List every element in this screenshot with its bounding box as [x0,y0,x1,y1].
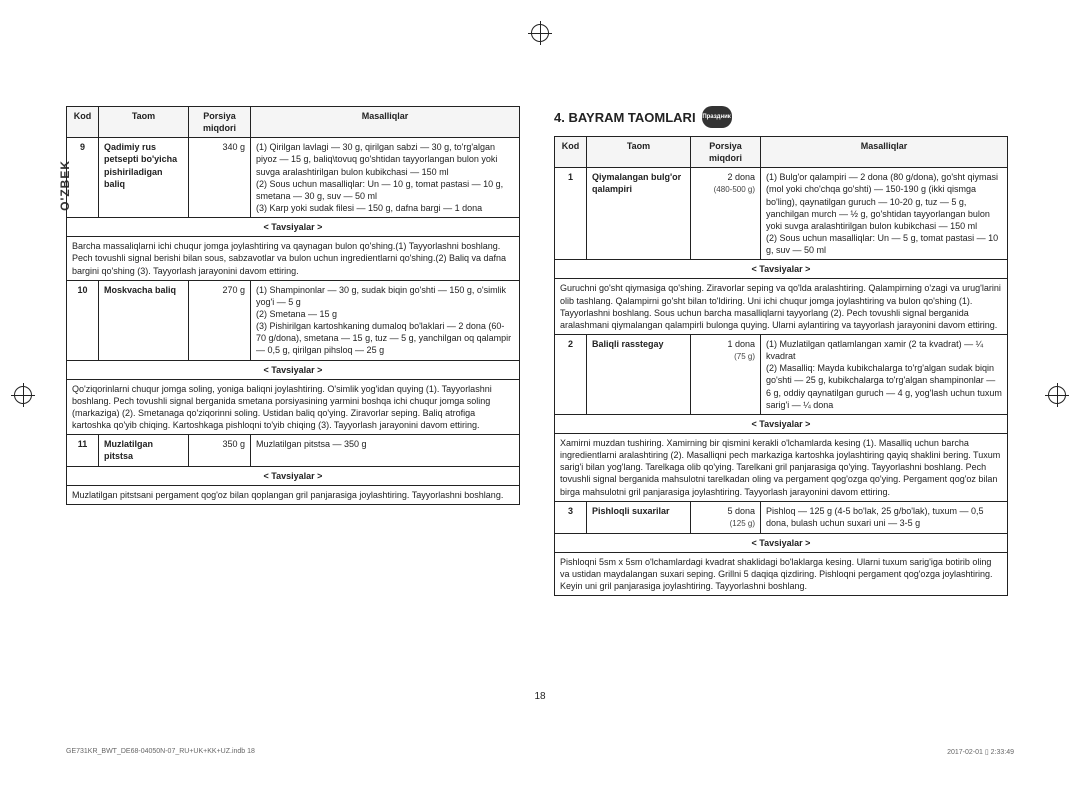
cell-porsiya: 340 g [189,138,251,218]
cell-masalliq: (1) Qirilgan lavlagi — 30 g, qirilgan sa… [251,138,520,218]
cell-taom: Muzlatilgan pitstsa [104,439,153,461]
registration-mark-top [531,24,549,42]
cell-masalliq: (1) Muzlatilgan qatlamlangan xamir (2 ta… [761,334,1008,414]
tavsiya-body: Qo'ziqorinlarni chuqur jomga soling, yon… [67,379,520,435]
cell-taom: Qadimiy rus petsepti bo'yicha pishirilad… [104,142,177,188]
porsiya-value: 1 dona [727,339,755,349]
tavsiya-header: < Tavsiyalar > [555,414,1008,433]
col-masal: Masalliqlar [251,107,520,138]
cell-masalliq: (1) Bulg'or qalampiri — 2 dona (80 g/don… [761,168,1008,260]
tavsiya-header: < Tavsiyalar > [67,466,520,485]
col-taom: Taom [587,137,691,168]
cell-taom: Pishloqli suxarilar [592,506,670,516]
registration-mark-right [1048,386,1066,404]
col-masal: Masalliqlar [761,137,1008,168]
table-row: 9 Qadimiy rus petsepti bo'yicha pishiril… [67,138,520,218]
table-row: 11 Muzlatilgan pitstsa 350 g Muzlatilgan… [67,435,520,466]
tavsiya-header: < Tavsiyalar > [555,533,1008,552]
porsiya-value: 5 dona [727,506,755,516]
cell-porsiya: 350 g [189,435,251,466]
page-columns: Kod Taom Porsiya miqdori Masalliqlar 9 Q… [66,106,1014,596]
tavsiya-body: Guruchni go'sht qiymasiga qo'shing. Zira… [555,279,1008,335]
porsiya-value: 2 dona [727,172,755,182]
tavsiya-header: < Tavsiyalar > [555,260,1008,279]
tavsiya-text: Xamirni muzdan tushiring. Xamirning bir … [555,433,1008,501]
tavsiya-label: < Tavsiyalar > [555,260,1008,279]
tavsiya-header: < Tavsiyalar > [67,360,520,379]
cell-taom: Moskvacha baliq [104,285,176,295]
cell-kod: 1 [568,172,573,182]
cell-kod: 10 [77,285,87,295]
recipes-table-left: Kod Taom Porsiya miqdori Masalliqlar 9 Q… [66,106,520,505]
registration-mark-left [14,386,32,404]
cell-kod: 11 [78,439,88,449]
holiday-badge-icon: Праздник [702,106,732,128]
cell-porsiya: 5 dona (125 g) [691,501,761,533]
col-taom: Taom [99,107,189,138]
tavsiya-body: Xamirni muzdan tushiring. Xamirning bir … [555,433,1008,501]
cell-kod: 2 [568,339,573,349]
tavsiya-body: Muzlatilgan pitstsani pergament qog'oz b… [67,485,520,504]
tavsiya-text: Pishloqni 5sm x 5sm o'lchamlardagi kvadr… [555,552,1008,595]
tavsiya-label: < Tavsiyalar > [67,218,520,237]
left-column: Kod Taom Porsiya miqdori Masalliqlar 9 Q… [66,106,520,596]
table-row: 1 Qiymalangan bulg'or qalampiri 2 dona (… [555,168,1008,260]
cell-taom: Qiymalangan bulg'or qalampiri [592,172,681,194]
table-row: 2 Baliqli rasstegay 1 dona (75 g) (1) Mu… [555,334,1008,414]
porsiya-sub: (75 g) [734,352,755,361]
cell-masalliq: Pishloq — 125 g (4-5 bo'lak, 25 g/bo'lak… [761,501,1008,533]
right-column: 4. BAYRAM TAOMLARI Праздник Kod Taom Por… [554,106,1008,596]
footer-right: 2017-02-01 ▯ 2:33:49 [947,748,1014,756]
tavsiya-text: Barcha massaliqlarni ichi chuqur jomga j… [67,237,520,280]
footer: GE731KR_BWT_DE68-04050N-07_RU+UK+KK+UZ.i… [66,748,1014,756]
porsiya-sub: (125 g) [730,519,755,528]
page-number: 18 [534,691,545,702]
tavsiya-label: < Tavsiyalar > [67,360,520,379]
tavsiya-body: Barcha massaliqlarni ichi chuqur jomga j… [67,237,520,280]
col-kod: Kod [67,107,99,138]
porsiya-sub: (480-500 g) [714,185,755,194]
col-pors: Porsiya miqdori [189,107,251,138]
tavsiya-label: < Tavsiyalar > [555,533,1008,552]
tavsiya-label: < Tavsiyalar > [555,414,1008,433]
tavsiya-body: Pishloqni 5sm x 5sm o'lchamlardagi kvadr… [555,552,1008,595]
cell-porsiya: 270 g [189,280,251,360]
tavsiya-text: Guruchni go'sht qiymasiga qo'shing. Zira… [555,279,1008,335]
tavsiya-header: < Tavsiyalar > [67,218,520,237]
cell-masalliq: (1) Shampinonlar — 30 g, sudak biqin go'… [251,280,520,360]
table-row: 3 Pishloqli suxarilar 5 dona (125 g) Pis… [555,501,1008,533]
col-kod: Kod [555,137,587,168]
cell-porsiya: 1 dona (75 g) [691,334,761,414]
cell-porsiya: 2 dona (480-500 g) [691,168,761,260]
tavsiya-text: Muzlatilgan pitstsani pergament qog'oz b… [67,485,520,504]
table-row: 10 Moskvacha baliq 270 g (1) Shampinonla… [67,280,520,360]
section-title-text: 4. BAYRAM TAOMLARI [554,110,696,125]
cell-masalliq: Muzlatilgan pitstsa — 350 g [251,435,520,466]
tavsiya-text: Qo'ziqorinlarni chuqur jomga soling, yon… [67,379,520,435]
recipes-table-right: Kod Taom Porsiya miqdori Masalliqlar 1 Q… [554,136,1008,596]
footer-left: GE731KR_BWT_DE68-04050N-07_RU+UK+KK+UZ.i… [66,748,255,756]
col-pors: Porsiya miqdori [691,137,761,168]
section-title: 4. BAYRAM TAOMLARI Праздник [554,106,1008,128]
cell-kod: 9 [80,142,85,152]
tavsiya-label: < Tavsiyalar > [67,466,520,485]
cell-taom: Baliqli rasstegay [592,339,664,349]
cell-kod: 3 [568,506,573,516]
